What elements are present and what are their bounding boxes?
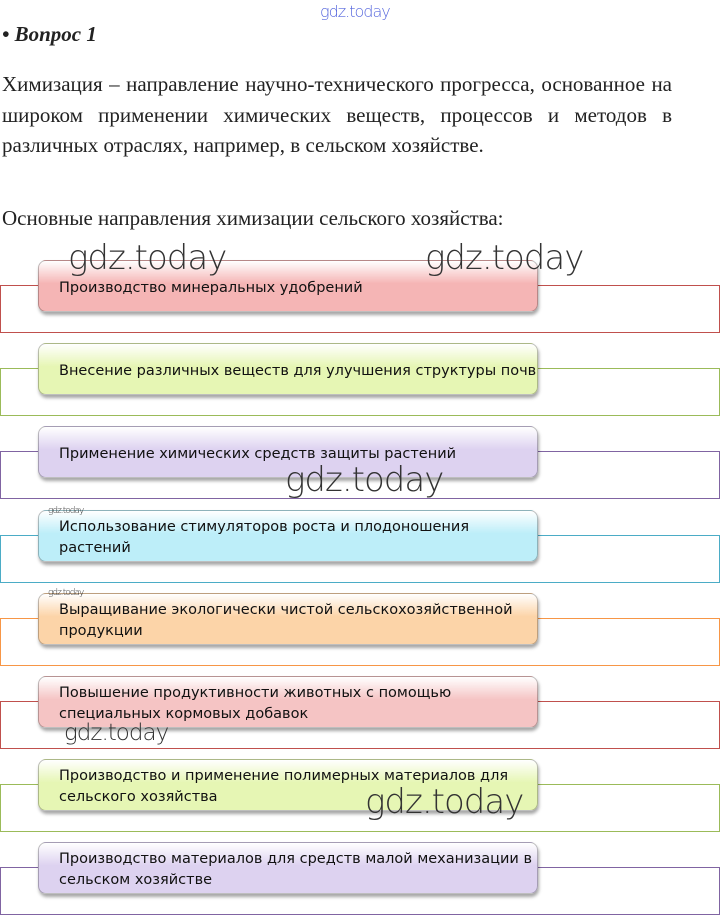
direction-item: Применение химических средств защиты рас…	[38, 426, 538, 479]
direction-item: Повышение продуктивности животных с помо…	[38, 676, 538, 728]
direction-item: Использование стимуляторов роста и плодо…	[38, 509, 538, 562]
direction-label: Производство материалов для средств мало…	[59, 851, 533, 889]
definition-paragraph: Химизация – направление научно-техническ…	[2, 72, 672, 157]
watermark: gdz.today	[64, 720, 169, 746]
question-heading: • Вопрос 1	[2, 22, 97, 46]
direction-item: Выращивание экологически чистой сельскох…	[38, 592, 538, 645]
direction-label: Выращивание экологически чистой сельскох…	[59, 601, 513, 639]
direction-item: Производство минеральных удобрений	[38, 260, 538, 312]
watermark: gdz.today	[68, 238, 227, 278]
direction-item: Внесение различных веществ для улучшения…	[38, 343, 538, 396]
direction-item: Производство материалов для средств мало…	[38, 842, 538, 895]
direction-label: Использование стимуляторов роста и плодо…	[59, 518, 470, 556]
watermark: gdz.today	[285, 460, 444, 500]
direction-label: Применение химических средств защиты рас…	[59, 445, 457, 462]
watermark: gdz.today	[425, 238, 584, 278]
direction-label: Повышение продуктивности животных с помо…	[59, 685, 452, 722]
watermark: gdz.today	[48, 588, 84, 598]
direction-label: Внесение различных веществ для улучшения…	[59, 362, 537, 379]
watermark: gdz.today	[48, 506, 84, 516]
list-heading: Основные направления химизации сельского…	[2, 206, 504, 230]
direction-item: Производство и применение полимерных мат…	[38, 759, 538, 812]
direction-label: Производство и применение полимерных мат…	[59, 768, 509, 806]
watermark: gdz.today	[320, 2, 391, 21]
direction-label: Производство минеральных удобрений	[59, 279, 363, 296]
watermark: gdz.today	[365, 782, 524, 822]
